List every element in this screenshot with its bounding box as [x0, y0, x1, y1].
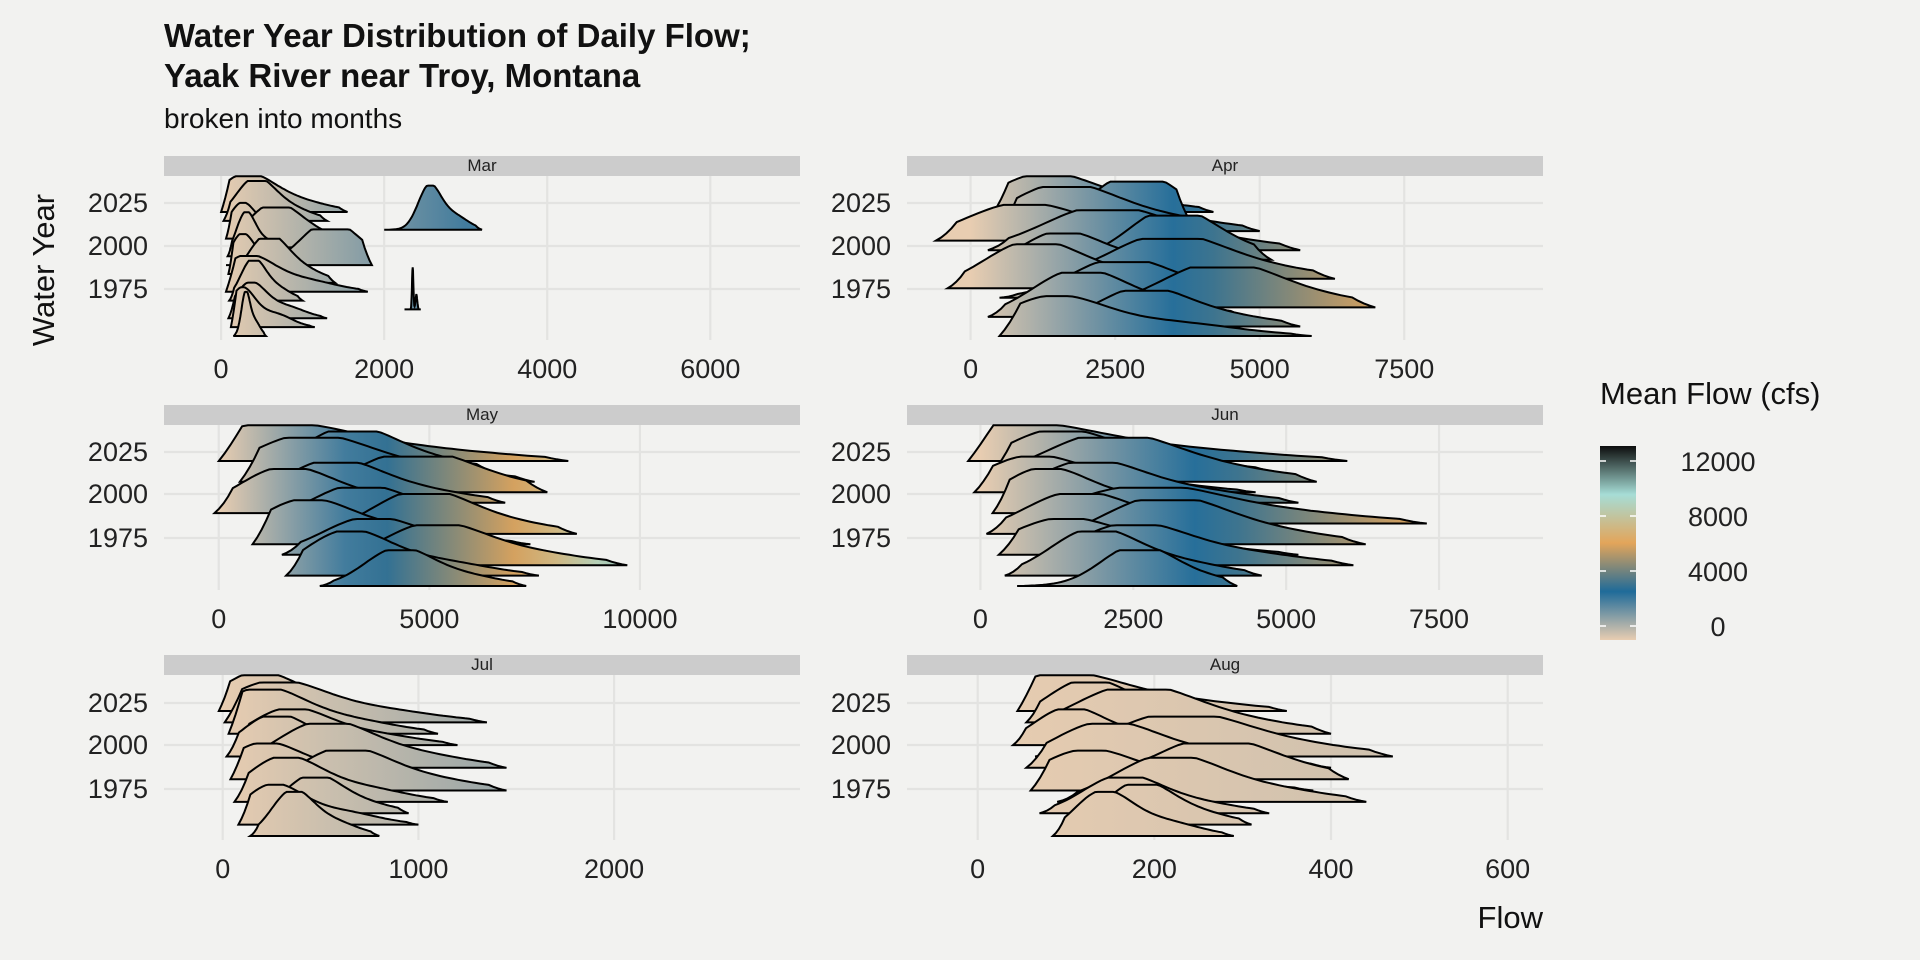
panel-strip-label: Jun — [1211, 405, 1238, 424]
legend-tick-label: 8000 — [1688, 502, 1748, 532]
y-tick-label: 1975 — [88, 274, 148, 304]
ridge-density — [232, 290, 269, 337]
x-tick-label: 5000 — [399, 604, 459, 634]
panel-strip — [164, 405, 800, 425]
x-tick-label: 2000 — [584, 854, 644, 884]
chart-subtitle: broken into months — [164, 103, 403, 134]
ridge-density — [319, 549, 527, 587]
panel-strip-label: Aug — [1210, 655, 1240, 674]
legend-title: Mean Flow (cfs) — [1600, 376, 1820, 411]
y-tick-label: 2025 — [88, 437, 148, 467]
x-tick-label: 200 — [1132, 854, 1177, 884]
ridge-density — [247, 790, 380, 837]
color-legend: Mean Flow (cfs) 12000 8000 4000 0 — [1600, 376, 1820, 642]
x-tick-label: 10000 — [602, 604, 677, 634]
panel-strip-label: Mar — [467, 156, 497, 175]
y-tick-label: 2000 — [831, 730, 891, 760]
x-tick-label: 0 — [215, 854, 230, 884]
x-tick-label: 2500 — [1085, 354, 1145, 384]
y-tick-label: 2025 — [88, 688, 148, 718]
panel-strip — [907, 405, 1543, 425]
x-axis-title: Flow — [1478, 900, 1544, 935]
y-tick-label: 2025 — [831, 688, 891, 718]
legend-colorbar — [1600, 446, 1636, 640]
x-tick-label: 4000 — [517, 354, 577, 384]
x-tick-label: 1000 — [388, 854, 448, 884]
legend-tick-label: 4000 — [1688, 557, 1748, 587]
panel-strip-label: Apr — [1212, 156, 1239, 175]
ridge-density — [1017, 549, 1238, 587]
x-tick-label: 6000 — [680, 354, 740, 384]
ridge-density — [997, 295, 1312, 337]
panel-jul: Jul 2025 2000 1975 0 1000 2000 — [88, 655, 800, 884]
panel-aug: Aug 2025 2000 1975 0 200 400 600 — [831, 655, 1543, 884]
title-block: Water Year Distribution of Daily Flow; Y… — [164, 16, 751, 136]
legend-tick-label: 12000 — [1680, 447, 1755, 477]
chart-title-line-2: Yaak River near Troy, Montana — [164, 57, 641, 94]
panel-strip — [907, 156, 1543, 176]
x-tick-label: 5000 — [1230, 354, 1290, 384]
ridge-density — [404, 267, 421, 311]
y-tick-label: 2025 — [831, 188, 891, 218]
chart-title-line-1: Water Year Distribution of Daily Flow; — [164, 17, 751, 54]
y-tick-label: 2000 — [88, 479, 148, 509]
panel-strip — [907, 655, 1543, 675]
panel-strip-label: May — [466, 405, 499, 424]
x-tick-label: 0 — [214, 354, 229, 384]
x-tick-label: 2000 — [354, 354, 414, 384]
y-tick-label: 2025 — [88, 188, 148, 218]
y-tick-label: 1975 — [88, 523, 148, 553]
panel-strip — [164, 655, 800, 675]
y-tick-label: 1975 — [831, 523, 891, 553]
y-axis-title: Water Year — [26, 194, 61, 346]
panel-jun: Jun 2025 2000 1975 0 2500 5000 7500 — [831, 405, 1543, 634]
panel-strip — [164, 156, 800, 176]
panel-may: May 2025 2000 1975 0 5000 10000 — [88, 405, 800, 634]
y-tick-label: 2000 — [88, 231, 148, 261]
y-tick-label: 2025 — [831, 437, 891, 467]
panel-mar: Mar 2025 2000 1975 0 2000 4000 6000 — [88, 156, 800, 384]
x-tick-label: 0 — [970, 854, 985, 884]
ridge-density — [1050, 790, 1234, 837]
y-tick-label: 2000 — [88, 730, 148, 760]
panel-strip-label: Jul — [471, 655, 493, 674]
y-tick-label: 1975 — [831, 774, 891, 804]
panel-apr: Apr 2025 2000 1975 0 2500 5000 7500 — [831, 156, 1543, 384]
x-tick-label: 400 — [1308, 854, 1353, 884]
x-tick-label: 7500 — [1374, 354, 1434, 384]
y-tick-label: 2000 — [831, 231, 891, 261]
x-tick-label: 7500 — [1409, 604, 1469, 634]
y-tick-label: 2000 — [831, 479, 891, 509]
x-tick-label: 2500 — [1103, 604, 1163, 634]
x-tick-label: 0 — [973, 604, 988, 634]
y-tick-label: 1975 — [88, 774, 148, 804]
y-tick-label: 1975 — [831, 274, 891, 304]
x-tick-label: 600 — [1485, 854, 1530, 884]
x-tick-label: 0 — [211, 604, 226, 634]
x-tick-label: 0 — [963, 354, 978, 384]
ridge-density — [384, 184, 483, 231]
legend-tick-label: 0 — [1710, 612, 1725, 642]
x-tick-label: 5000 — [1256, 604, 1316, 634]
